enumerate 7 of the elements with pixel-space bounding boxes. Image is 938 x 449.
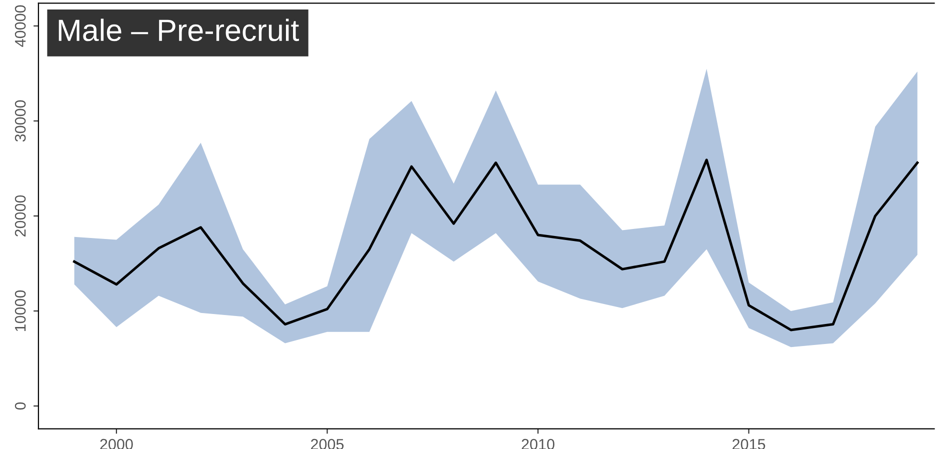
y-tick-label: 10000 bbox=[14, 290, 26, 332]
y-tick-label: 0 bbox=[14, 402, 26, 410]
line-series bbox=[73, 158, 919, 332]
y-tick-label: 40000 bbox=[14, 5, 26, 47]
y-tick-label: 30000 bbox=[14, 100, 26, 142]
y-tick-label: 20000 bbox=[14, 195, 26, 236]
chart-title: Male – Pre-recruit bbox=[58, 18, 299, 42]
